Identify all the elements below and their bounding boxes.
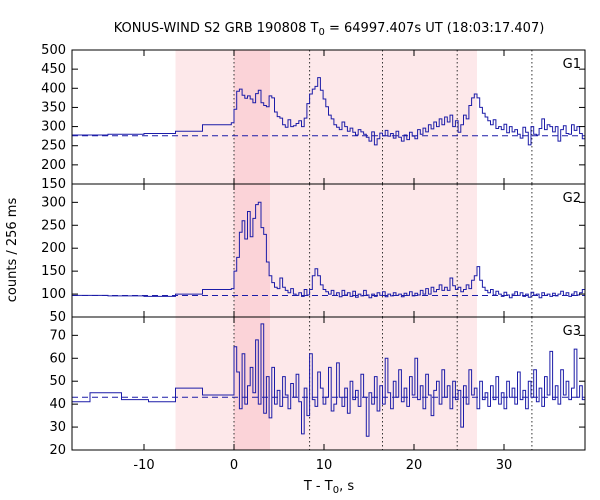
y-tick-label: 150 [41, 177, 66, 192]
y-tick-label: 40 [49, 397, 66, 412]
y-tick-label: 250 [41, 139, 66, 154]
y-tick-label: 500 [41, 43, 66, 58]
y-tick-label: 200 [41, 158, 66, 173]
xlabel-sub: 0 [333, 485, 339, 496]
y-tick-label: 30 [49, 420, 66, 435]
plot-panels: 150200250300350400450500G150100150200250… [41, 43, 586, 473]
panel-label: G1 [563, 57, 581, 72]
xlabel-tail: , s [339, 479, 354, 494]
y-tick-label: 400 [41, 81, 66, 96]
y-tick-label: 50 [49, 374, 66, 389]
title-tail: = 64997.407s UT (18:03:17.407) [325, 21, 544, 36]
panel-label: G2 [563, 191, 581, 206]
shaded-region [175, 317, 477, 450]
title-sub: 0 [318, 27, 324, 38]
y-axis-label: counts / 256 ms [5, 198, 20, 303]
shaded-region [234, 50, 270, 184]
x-tick-label: -10 [133, 458, 154, 473]
shaded-region [175, 184, 477, 317]
panel-label: G3 [563, 324, 581, 339]
y-tick-label: 300 [41, 195, 66, 210]
y-tick-label: 450 [41, 62, 66, 77]
x-axis-label: T - T0, s [303, 479, 354, 496]
y-tick-label: 50 [49, 310, 66, 325]
x-tick-label: 30 [496, 458, 513, 473]
lightcurve-g3 [72, 323, 585, 437]
y-tick-label: 200 [41, 241, 66, 256]
title-main: KONUS-WIND S2 GRB 190808 T [114, 21, 319, 36]
y-tick-label: 350 [41, 100, 66, 115]
xlabel-main: T - T [303, 479, 333, 494]
panel-frame [71, 316, 586, 451]
shaded-region [175, 50, 477, 184]
y-tick-label: 100 [41, 287, 66, 302]
panel-g1: 150 200 250 300 350 400 450 500 G1 [41, 43, 586, 192]
x-tick-label: 20 [406, 458, 423, 473]
y-tick-label: 20 [49, 443, 66, 458]
y-tick-label: 300 [41, 120, 66, 135]
panel-g2: 50 100 150 200 250 300 G2 [41, 183, 586, 325]
x-tick-label: 10 [316, 458, 333, 473]
lightcurve-g1 [72, 77, 585, 146]
y-tick-label: 150 [41, 264, 66, 279]
y-tick-label: 70 [49, 328, 66, 343]
y-tick-label: 250 [41, 218, 66, 233]
x-tick-label: 0 [230, 458, 238, 473]
panel-g3: 20 30 40 50 60 70 G3 [49, 316, 586, 458]
lightcurve-g2 [72, 201, 585, 299]
chart-title: KONUS-WIND S2 GRB 190808 T0 = 64997.407s… [114, 21, 545, 38]
shaded-region [234, 184, 270, 317]
y-tick-label: 60 [49, 351, 66, 366]
